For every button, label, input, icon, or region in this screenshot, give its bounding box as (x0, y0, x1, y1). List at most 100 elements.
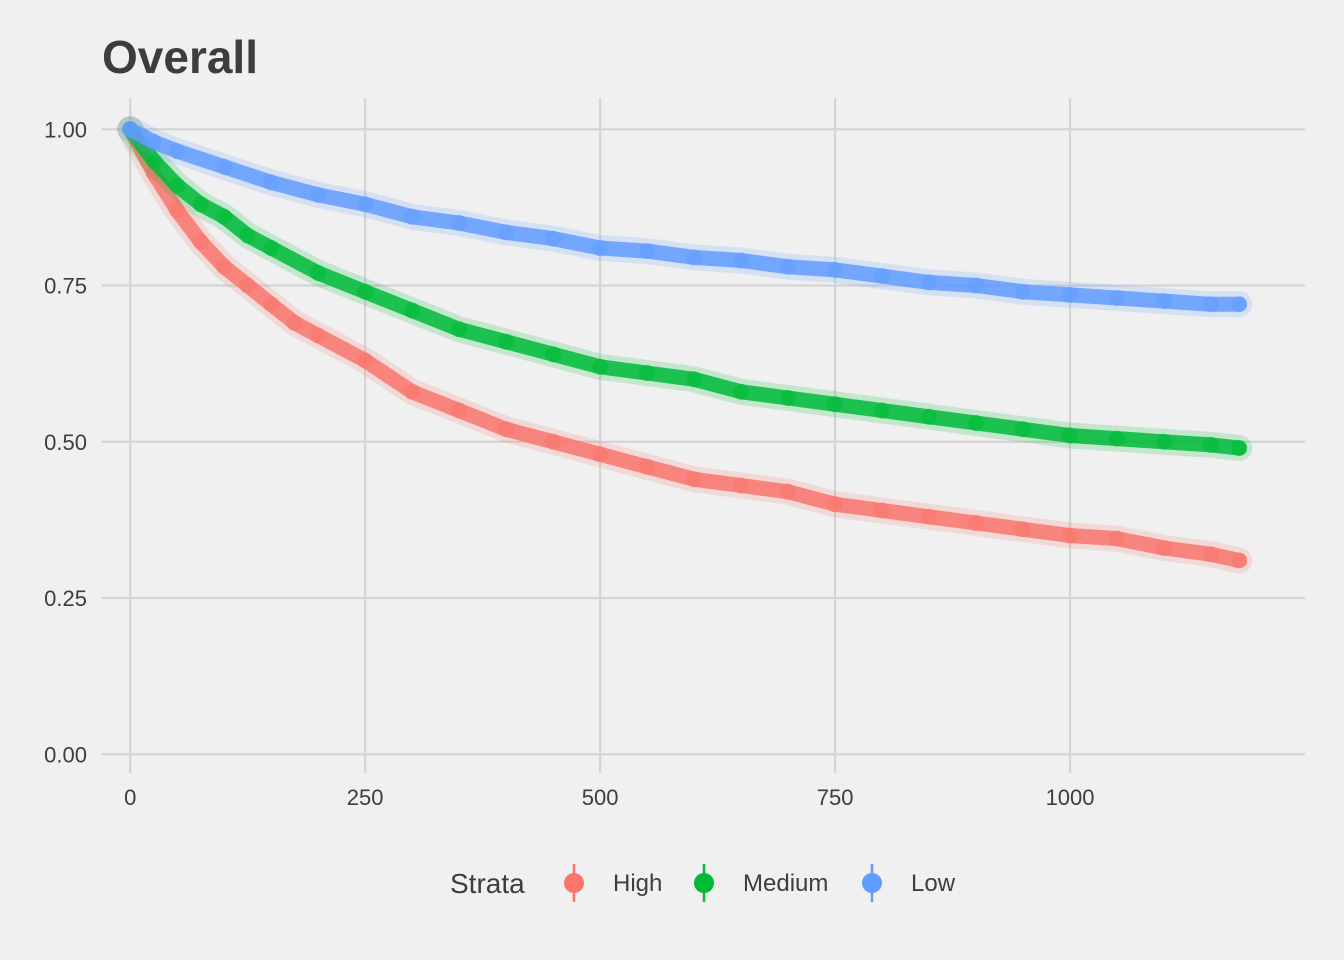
data-point (592, 446, 609, 463)
data-point (1231, 296, 1248, 313)
data-point (827, 396, 844, 413)
legend-label: Medium (743, 870, 828, 897)
x-tick-label: 750 (817, 785, 854, 810)
y-tick-label: 0.25 (44, 586, 87, 611)
data-point (921, 508, 938, 525)
legend-item-medium: Medium (694, 864, 828, 902)
data-point (874, 502, 891, 519)
x-tick-label: 0 (124, 785, 136, 810)
data-point (145, 152, 162, 169)
series-line (122, 121, 1247, 456)
data-point (921, 274, 938, 291)
chart-title: Overall (102, 31, 258, 83)
data-point (216, 158, 233, 175)
y-tick-label: 0.00 (44, 742, 87, 767)
data-point (216, 258, 233, 275)
data-point (498, 421, 515, 438)
data-point (592, 358, 609, 375)
data-point (733, 477, 750, 494)
legend: Strata High Medium Low (450, 864, 956, 902)
data-point (451, 215, 468, 231)
series-medium (117, 116, 1253, 461)
data-point (686, 471, 703, 488)
data-point (874, 402, 891, 419)
data-point (733, 252, 750, 269)
data-point (1203, 296, 1220, 313)
data-point (239, 227, 256, 244)
data-point (1109, 530, 1126, 547)
data-point (263, 296, 280, 313)
data-point (874, 268, 891, 285)
data-point (968, 277, 985, 294)
legend-item-high: High (564, 864, 662, 902)
data-point (686, 371, 703, 388)
data-point (310, 327, 327, 344)
data-point (216, 208, 233, 225)
y-tick-label: 0.50 (44, 430, 87, 455)
data-point (263, 240, 280, 256)
data-point (639, 365, 656, 381)
data-point (169, 202, 186, 219)
data-point (1231, 440, 1248, 456)
data-point (1203, 546, 1220, 563)
data-point (498, 333, 515, 350)
data-point (192, 196, 209, 213)
data-point (357, 283, 374, 300)
data-point (451, 321, 468, 338)
data-point (404, 208, 421, 225)
data-point (404, 383, 421, 400)
data-point (1156, 540, 1173, 556)
data-point (545, 346, 562, 363)
data-point (545, 230, 562, 247)
data-point (192, 233, 209, 250)
legend-title: Strata (450, 868, 525, 899)
data-point (1015, 421, 1032, 438)
data-point (968, 415, 985, 431)
data-point (169, 177, 186, 194)
data-point (780, 390, 797, 406)
data-point (780, 258, 797, 275)
legend-key-dot (694, 873, 714, 893)
data-point (686, 249, 703, 266)
data-point (639, 243, 656, 260)
data-point (357, 196, 374, 213)
data-point (733, 383, 750, 400)
data-point (263, 174, 280, 191)
data-point (310, 186, 327, 203)
legend-item-low: Low (862, 864, 956, 902)
data-point (921, 408, 938, 425)
data-point (968, 515, 985, 531)
legend-key-dot (862, 873, 882, 893)
data-point (286, 315, 303, 331)
data-point (827, 496, 844, 513)
data-point (1062, 427, 1079, 444)
data-point (545, 433, 562, 450)
data-point (1015, 283, 1032, 300)
data-point (827, 261, 844, 278)
data-point (1156, 433, 1173, 450)
data-point (1062, 286, 1079, 303)
series-band (117, 116, 1253, 318)
series-low (117, 116, 1253, 318)
data-point (592, 240, 609, 256)
data-point (310, 265, 327, 281)
x-tick-label: 250 (347, 785, 384, 810)
data-point (1203, 436, 1220, 453)
series-line (122, 121, 1247, 312)
data-point (357, 352, 374, 369)
data-point (498, 224, 515, 241)
legend-key-dot (564, 873, 584, 893)
y-tick-label: 0.75 (44, 274, 87, 299)
data-point (1156, 293, 1173, 310)
data-point (1062, 527, 1079, 544)
y-tick-label: 1.00 (44, 117, 87, 142)
data-point (780, 483, 797, 500)
legend-label: High (613, 870, 662, 897)
data-point (451, 402, 468, 419)
data-point (1109, 290, 1126, 306)
plot-area (117, 116, 1253, 574)
data-point (145, 133, 162, 150)
data-point (1109, 430, 1126, 447)
data-point (404, 302, 421, 319)
